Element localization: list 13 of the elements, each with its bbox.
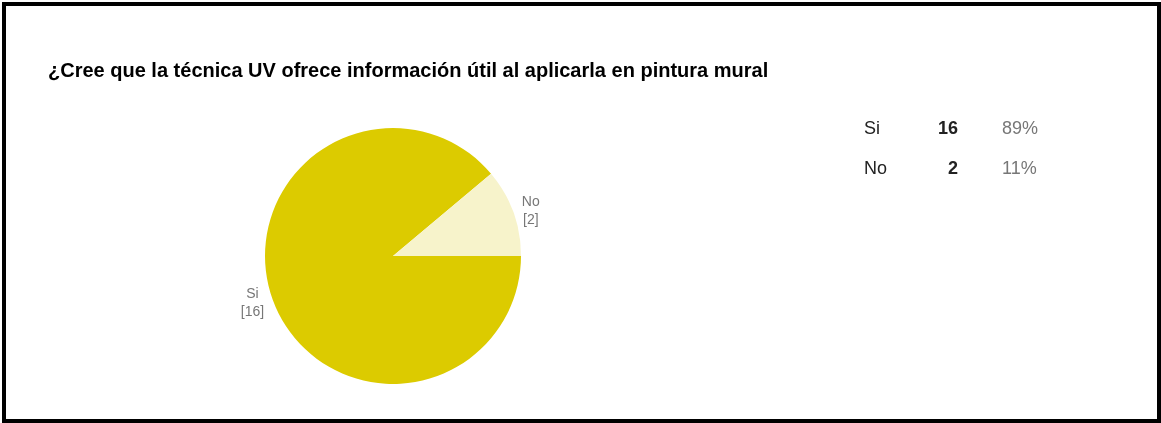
- text: 16: [938, 118, 959, 138]
- slice-label: Si: [246, 284, 259, 301]
- pie-slice: [265, 128, 521, 384]
- text: 2: [948, 158, 959, 178]
- chart-title: ¿Cree que la técnica UV ofrece información útil al aplicarla en pintura mural: [48, 59, 769, 81]
- data-label: [2]: [522, 211, 539, 228]
- pie-slice: [393, 173, 521, 256]
- text: 11%: [1002, 158, 1037, 178]
- text: 89%: [1002, 118, 1039, 138]
- slice-label: No: [521, 193, 540, 210]
- text: No: [864, 158, 888, 178]
- text: Si: [864, 118, 881, 138]
- data-label: [16]: [240, 302, 265, 319]
